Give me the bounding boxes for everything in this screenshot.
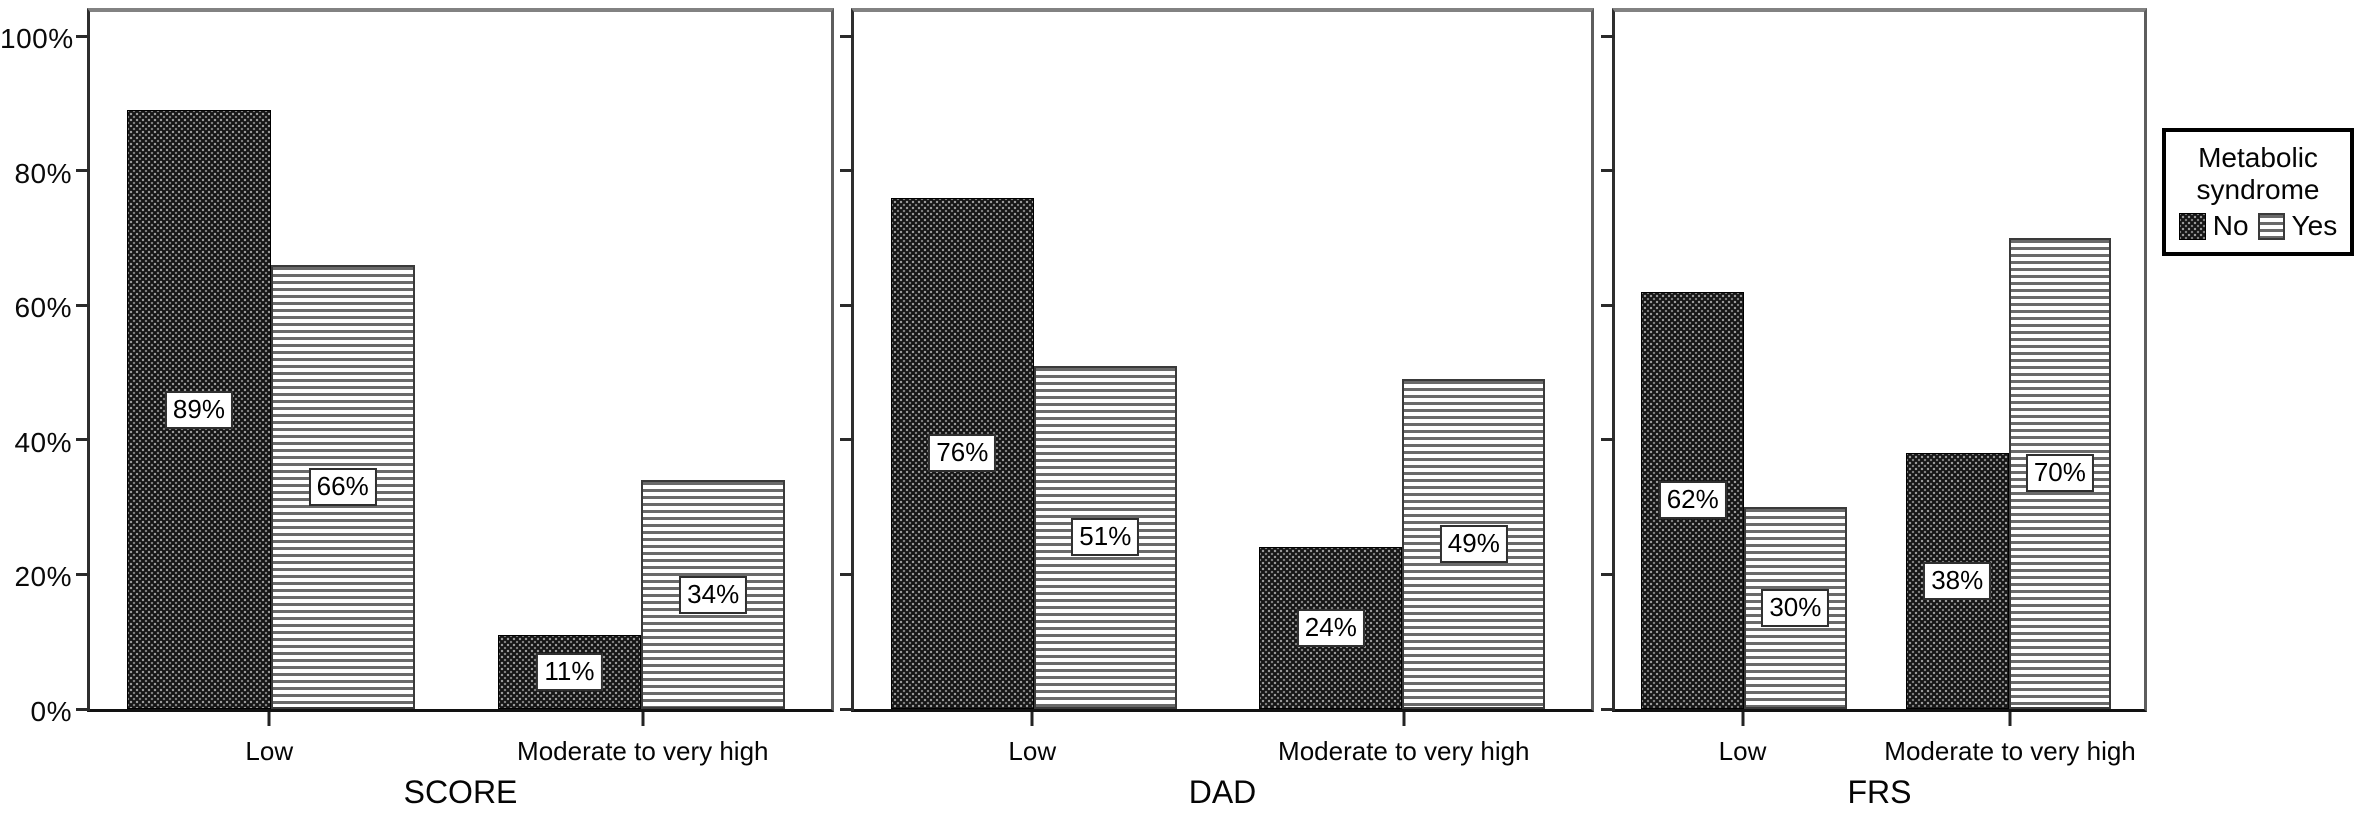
y-axis-tick — [76, 438, 90, 442]
bar-score-moderate-no: 11% — [497, 634, 642, 709]
y-axis-tick — [76, 707, 90, 711]
bar-dad-moderate-no: 24% — [1259, 547, 1403, 709]
bar-value-label: 38% — [1923, 562, 1992, 601]
category-tick — [1741, 712, 1745, 726]
y-axis-tick — [840, 34, 854, 38]
y-axis-tick — [1601, 572, 1615, 576]
axis-title-score: SCORE — [403, 774, 518, 810]
legend-swatch-yes-icon — [2257, 212, 2285, 240]
category-tick — [267, 712, 271, 726]
y-axis-tick — [1601, 438, 1615, 442]
bar-value-label: 62% — [1658, 481, 1727, 520]
bar-value-label: 24% — [1296, 609, 1365, 648]
legend-label-no: No — [2212, 210, 2249, 241]
category-label-moderate: Moderate to very high — [1884, 736, 2136, 766]
y-axis-tick — [76, 572, 90, 576]
y-axis-label: 60% — [14, 292, 72, 323]
legend-swatch-no-icon — [2178, 212, 2206, 240]
category-label-moderate: Moderate to very high — [1278, 736, 1530, 766]
plot-score: 89% 66% 11% 34% — [90, 36, 831, 709]
axis-title-frs: FRS — [1847, 774, 1912, 810]
bar-frs-moderate-yes: 70% — [2008, 237, 2112, 709]
y-axis-tick — [840, 572, 854, 576]
category-tick — [1030, 712, 1034, 726]
bar-frs-low-yes: 30% — [1744, 507, 1847, 709]
bar-value-label: 76% — [928, 434, 997, 473]
bar-value-label: 51% — [1071, 518, 1140, 557]
legend-item-no: No — [2178, 210, 2249, 242]
bar-value-label: 89% — [164, 390, 233, 429]
y-axis-tick — [840, 707, 854, 711]
bar-value-label: 70% — [2025, 454, 2094, 493]
bar-value-label: 30% — [1761, 589, 1830, 628]
bar-score-low-yes: 66% — [270, 264, 415, 709]
legend-label-yes: Yes — [2291, 210, 2338, 241]
y-axis-tick — [76, 303, 90, 307]
category-label-low: Low — [245, 736, 294, 766]
bar-dad-moderate-yes: 49% — [1402, 379, 1546, 709]
bar-value-label: 34% — [679, 575, 748, 614]
y-axis-tick — [1601, 169, 1615, 173]
y-axis-tick — [840, 169, 854, 173]
y-axis-tick — [840, 303, 854, 307]
category-label-low: Low — [1008, 736, 1057, 766]
y-axis-label: 0% — [30, 696, 72, 727]
bar-frs-moderate-no: 38% — [1905, 453, 2009, 709]
bar-value-label: 66% — [308, 467, 377, 506]
legend-items: No Yes — [2178, 210, 2338, 242]
bar-frs-low-no: 62% — [1641, 291, 1745, 709]
y-axis-label: 40% — [14, 427, 72, 458]
y-axis-tick — [76, 34, 90, 38]
y-axis-tick — [76, 169, 90, 173]
category-tick — [641, 712, 645, 726]
plot-area-frs: 62% 30% 38% 70% — [1601, 8, 2147, 712]
axis-title-dad: DAD — [1188, 774, 1257, 810]
bar-value-label: 11% — [536, 653, 603, 691]
category-tick — [1402, 712, 1406, 726]
y-axis-tick — [1601, 707, 1615, 711]
y-axis-tick — [1601, 303, 1615, 307]
bar-dad-low-yes: 51% — [1033, 365, 1177, 709]
bar-value-label: 49% — [1439, 525, 1508, 564]
category-label-low: Low — [1718, 736, 1767, 766]
plot-frs: 62% 30% 38% 70% — [1615, 36, 2144, 709]
y-axis-label: 20% — [14, 561, 72, 592]
y-axis-tick — [1601, 34, 1615, 38]
y-axis-tick — [840, 438, 854, 442]
bar-score-moderate-yes: 34% — [641, 480, 786, 709]
bar-score-low-no: 89% — [127, 110, 271, 709]
legend: Metabolic syndrome No Yes — [2162, 128, 2354, 256]
bar-dad-low-no: 76% — [890, 197, 1034, 709]
category-tick — [2008, 712, 2012, 726]
plot-area-score: 89% 66% 11% 34% — [76, 8, 834, 712]
plot-dad: 76% 51% 24% 49% — [854, 36, 1591, 709]
plot-area-dad: 76% 51% 24% 49% — [840, 8, 1594, 712]
y-axis-label: 100% — [0, 23, 74, 54]
y-axis-label: 80% — [14, 158, 72, 189]
legend-item-yes: Yes — [2257, 210, 2338, 242]
panel-score: 89% 66% 11% 34% Low Moderate to very hig… — [76, 8, 834, 810]
category-label-moderate: Moderate to very high — [517, 736, 769, 766]
legend-title: Metabolic syndrome — [2196, 142, 2320, 205]
panel-frs: 62% 30% 38% 70% Low Moderate to very hig… — [1601, 8, 2147, 810]
panel-dad: 76% 51% 24% 49% Low Moderate to very hig… — [840, 8, 1594, 810]
